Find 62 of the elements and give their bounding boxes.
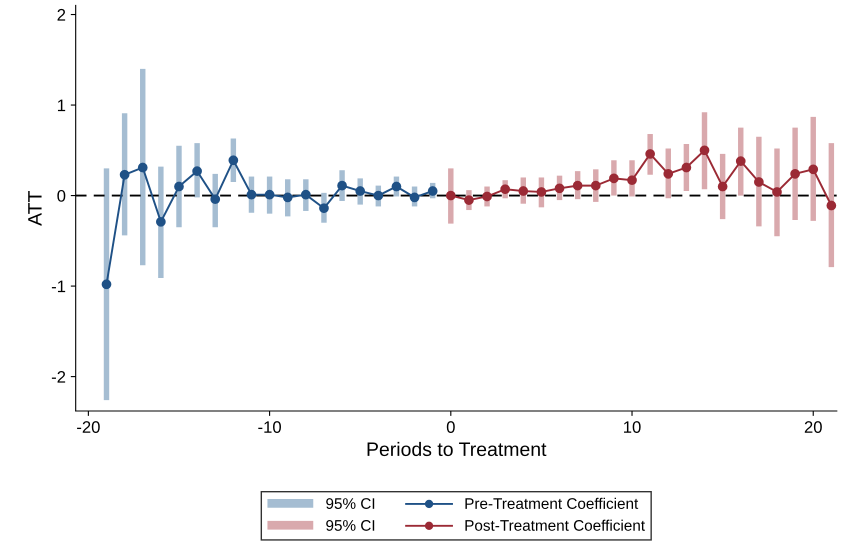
point	[120, 170, 130, 180]
point	[138, 162, 148, 172]
point	[156, 216, 166, 227]
point	[373, 190, 384, 200]
point	[446, 190, 456, 200]
legend-label: 95% CI	[326, 520, 374, 531]
y-tick-label: 1	[58, 100, 66, 112]
bar	[140, 68, 146, 266]
point	[572, 180, 583, 190]
point	[718, 182, 728, 192]
bar	[828, 143, 834, 268]
point	[482, 192, 492, 202]
x-tick-label: -20	[77, 421, 100, 433]
point	[700, 145, 710, 156]
point	[663, 168, 674, 179]
point	[210, 194, 220, 204]
y-tick-label: 0	[57, 190, 66, 202]
point	[464, 195, 474, 205]
point	[102, 279, 112, 290]
y-tick-label: -2	[52, 371, 66, 383]
point	[682, 162, 692, 172]
x-tick-label: -10	[258, 421, 281, 433]
point	[300, 190, 311, 200]
point	[772, 187, 782, 197]
point	[826, 200, 836, 210]
point	[590, 180, 601, 190]
bar	[792, 128, 798, 220]
point	[554, 183, 564, 194]
legend-label: Post-Treatment Coefficient	[465, 520, 645, 531]
point	[428, 186, 438, 196]
point	[392, 182, 402, 192]
point	[355, 186, 366, 196]
point	[264, 190, 274, 200]
point	[319, 203, 329, 214]
point	[410, 192, 420, 202]
point	[282, 192, 293, 202]
x-axis-title: Periods to Treatment	[368, 442, 546, 456]
legend-label: 95% CI	[326, 498, 374, 509]
point	[192, 166, 202, 176]
point	[736, 156, 746, 166]
legend-label: Pre-Treatment Coefficient	[465, 498, 638, 509]
point	[500, 184, 510, 194]
y-tick-label: 2	[58, 8, 66, 21]
point	[790, 168, 800, 179]
y-axis-title: ATT	[28, 191, 42, 226]
point	[518, 186, 528, 196]
x-tick-label: 10	[624, 421, 641, 433]
point	[808, 164, 818, 174]
point	[246, 190, 256, 200]
point	[645, 149, 656, 159]
point	[609, 174, 619, 184]
point	[174, 182, 184, 192]
bar	[810, 116, 816, 221]
point	[536, 187, 546, 197]
y-tick-label: -1	[52, 280, 66, 292]
point	[337, 180, 347, 190]
x-tick-label: 0	[446, 421, 455, 433]
x-tick-label: 20	[804, 421, 822, 433]
point	[754, 177, 764, 187]
bar	[756, 136, 762, 226]
point	[627, 175, 637, 186]
point	[228, 155, 238, 166]
